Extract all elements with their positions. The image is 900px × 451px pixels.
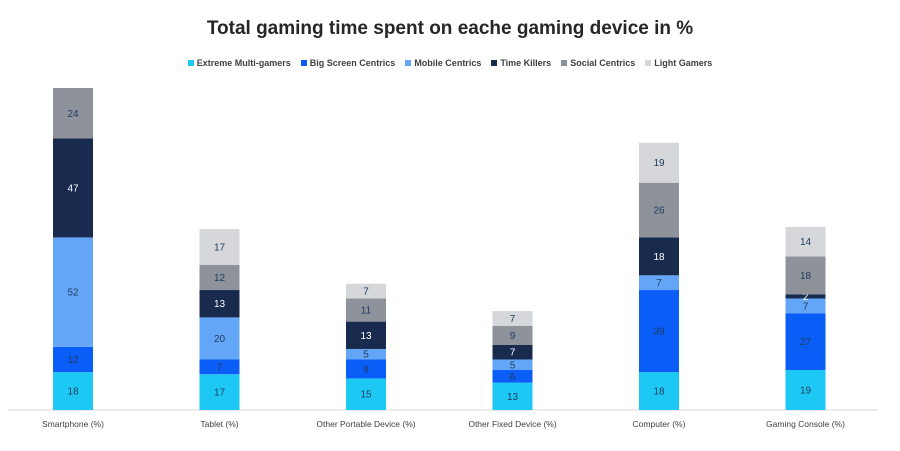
bar-segment	[492, 382, 533, 410]
data-label: 24	[67, 109, 79, 120]
x-tick-label: Gaming Console (%)	[766, 419, 845, 429]
data-label: 13	[360, 331, 372, 342]
data-label: 19	[800, 386, 812, 397]
bar-segment	[785, 226, 826, 257]
legend-label: Mobile Centrics	[414, 58, 482, 68]
bar-segment	[346, 378, 386, 410]
data-label: 18	[653, 387, 665, 398]
bar-segment	[785, 294, 826, 299]
data-label: 17	[214, 242, 226, 253]
legend-swatch	[645, 60, 652, 66]
legend-label: Big Screen Centrics	[309, 58, 396, 68]
bar-segment	[346, 321, 386, 349]
bar-segment	[785, 313, 826, 371]
data-label: 15	[360, 390, 372, 401]
bar-segment	[199, 359, 240, 375]
bar-segment	[639, 275, 679, 291]
data-label: 6	[510, 372, 516, 383]
data-label: 9	[510, 331, 516, 342]
bar-segment	[492, 370, 533, 383]
legend-swatch	[561, 60, 568, 66]
data-label: 39	[653, 327, 665, 338]
data-label: 11	[361, 306, 372, 317]
data-label: 7	[510, 348, 516, 359]
bar-segment	[639, 372, 679, 410]
legend-label: Light Gamers	[654, 58, 713, 68]
bar-segment	[53, 237, 93, 347]
data-label: 7	[803, 301, 809, 312]
data-label: 5	[363, 350, 369, 361]
data-label: 14	[800, 237, 812, 248]
data-label: 13	[214, 299, 226, 310]
bar-segment	[639, 182, 679, 238]
bar-segment	[639, 290, 679, 373]
data-label: 18	[67, 387, 79, 398]
data-label: 20	[214, 334, 226, 345]
data-label: 7	[363, 287, 369, 298]
bar-segment	[639, 237, 679, 276]
legend-swatch	[300, 60, 307, 66]
bar-segment	[199, 229, 240, 265]
data-label: 9	[363, 364, 369, 375]
bar-segment	[53, 88, 93, 139]
data-label: 5	[510, 360, 516, 371]
bar-segment	[785, 298, 826, 314]
legend-swatch	[405, 60, 412, 66]
data-label: 26	[653, 206, 665, 217]
x-tick-label: Other Fixed Device (%)	[468, 419, 556, 429]
legend-item: Social Centrics	[561, 58, 635, 68]
bar-segment	[199, 264, 240, 291]
x-tick-label: Other Portable Device (%)	[316, 419, 415, 429]
bar-segment	[53, 346, 93, 373]
bar-segment	[492, 344, 533, 360]
data-label: 12	[214, 273, 226, 284]
legend-item: Mobile Centrics	[405, 58, 481, 68]
data-label: 7	[656, 278, 662, 289]
bar-segment	[492, 359, 533, 371]
legend-label: Extreme Multi-gamers	[196, 58, 291, 68]
x-tick-label: Computer (%)	[633, 419, 686, 429]
bar-segment	[785, 370, 826, 410]
bar-segment	[53, 372, 93, 410]
bar-segment	[199, 317, 240, 360]
legend-label: Time Killers	[500, 58, 552, 68]
data-label: 7	[217, 362, 223, 373]
legend-label: Social Centrics	[570, 58, 636, 68]
data-label: 52	[67, 288, 79, 299]
chart-title: Total gaming time spent on eache gaming …	[206, 18, 694, 39]
data-label: 47	[67, 183, 79, 194]
data-label: 13	[507, 392, 519, 403]
data-label: 7	[510, 314, 516, 325]
data-label: 17	[214, 388, 226, 399]
data-label: 18	[653, 252, 665, 263]
legend-item: Big Screen Centrics	[300, 58, 396, 68]
bar-segment	[346, 359, 386, 379]
x-tick-label: Tablet (%)	[200, 419, 238, 429]
bar-segment	[346, 283, 386, 299]
legend-swatch	[491, 60, 498, 66]
bar-segment	[199, 374, 240, 410]
bar-segment	[346, 298, 386, 322]
legend-item: Extreme Multi-gamers	[187, 58, 291, 68]
data-label: 18	[800, 271, 812, 282]
bar-segment	[639, 142, 679, 183]
bar-segment	[492, 311, 533, 326]
bar-segment	[53, 138, 93, 238]
data-label: 27	[800, 337, 812, 348]
bar-segment	[785, 256, 826, 295]
legend-swatch	[187, 60, 194, 66]
bar-segment	[199, 290, 240, 318]
data-label: 19	[653, 158, 665, 169]
bar-segment	[346, 348, 386, 360]
legend-item: Light Gamers	[645, 58, 712, 68]
data-label: 2	[803, 292, 809, 303]
bar-segment	[492, 325, 533, 345]
legend: Extreme Multi-gamers Big Screen Centrics M…	[0, 58, 900, 68]
x-tick-label: Smartphone (%)	[42, 419, 104, 429]
legend-item: Time Killers	[491, 58, 551, 68]
data-label: 12	[67, 355, 79, 366]
